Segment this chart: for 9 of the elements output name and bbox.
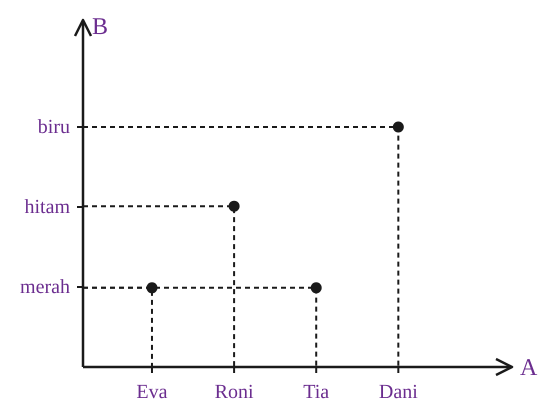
x-tick-label: Dani [378, 381, 418, 403]
x-tick-label: Tia [303, 381, 330, 403]
category-label: hitam [24, 196, 70, 218]
category-label: biru [38, 116, 70, 138]
y-axis-title: B [92, 14, 108, 40]
x-tick-label: Roni [214, 381, 254, 403]
x-axis-title: A [520, 355, 538, 381]
category-label: merah [20, 276, 70, 298]
x-tick-label: Eva [136, 381, 168, 403]
